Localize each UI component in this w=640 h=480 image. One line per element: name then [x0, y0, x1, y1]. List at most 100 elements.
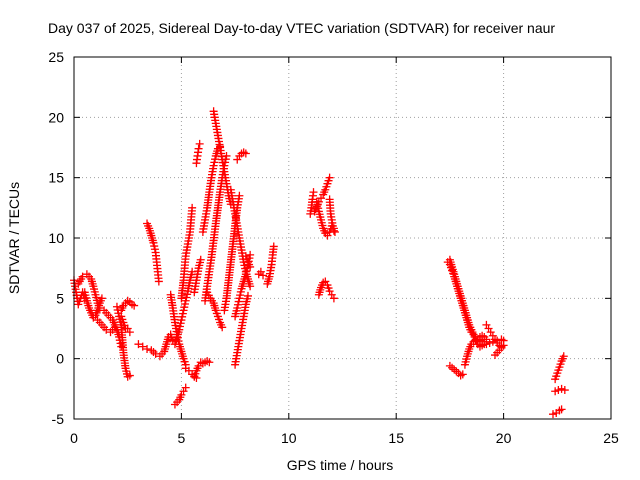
x-tick-label: 15 — [388, 430, 404, 446]
x-tick-label: 0 — [70, 430, 78, 446]
x-tick-label: 25 — [603, 430, 619, 446]
y-tick-label: 5 — [56, 290, 64, 306]
x-tick-label: 5 — [178, 430, 186, 446]
data-point — [471, 336, 480, 345]
series-arc-37 — [445, 361, 467, 380]
data-point — [448, 363, 457, 372]
data-point — [243, 291, 252, 300]
series-arc-3 — [80, 288, 106, 322]
series-arc-13 — [177, 203, 197, 303]
y-tick-label: 0 — [56, 351, 64, 367]
plot-frame — [73, 56, 612, 420]
data-point — [130, 301, 139, 310]
data-point — [218, 323, 227, 332]
data-point — [478, 331, 487, 340]
axis-ticks: 0 5 10 15 20 25 -5 0 5 10 15 20 25 — [48, 49, 619, 446]
series-arc-30 — [306, 188, 318, 218]
data-point — [181, 383, 190, 392]
data-point — [194, 144, 203, 153]
data-point — [330, 227, 339, 236]
data-point — [134, 340, 143, 349]
data-point — [246, 262, 255, 271]
data-point — [188, 203, 197, 212]
data-point — [329, 226, 338, 235]
y-tick-label: 25 — [48, 49, 64, 65]
series-arc-15 — [190, 255, 205, 297]
series-arc-26 — [233, 148, 250, 164]
series-arc-5 — [112, 302, 134, 381]
series-arc-28 — [254, 267, 268, 280]
y-tick-label: -5 — [52, 411, 65, 427]
data-point — [246, 282, 255, 291]
series-arc-38 — [460, 331, 491, 369]
data-point — [239, 148, 248, 157]
data-point — [143, 345, 152, 354]
y-tick-label: 20 — [48, 109, 64, 125]
data-point — [138, 342, 147, 351]
chart-title: Day 037 of 2025, Sidereal Day-to-day VTE… — [48, 20, 555, 36]
data-point — [205, 358, 214, 367]
series-arc-29 — [263, 242, 278, 288]
data-point — [246, 250, 255, 259]
data-point — [325, 173, 334, 182]
series-arc-32 — [312, 197, 339, 240]
data-point — [560, 386, 569, 395]
series-arc-34 — [314, 277, 338, 303]
series-arc-16 — [190, 357, 214, 381]
x-tick-label: 20 — [496, 430, 512, 446]
y-tick-label: 10 — [48, 230, 64, 246]
data-points — [70, 107, 569, 419]
data-point — [328, 221, 337, 230]
series-arc-22 — [220, 191, 244, 315]
data-point — [233, 155, 242, 164]
data-point — [486, 328, 495, 337]
series-arc-27 — [241, 252, 255, 271]
data-point — [445, 361, 454, 370]
y-tick-label: 15 — [48, 170, 64, 186]
data-point — [117, 342, 126, 351]
data-point — [147, 346, 156, 355]
data-point — [329, 294, 338, 303]
grid-lines — [74, 57, 611, 419]
data-point — [97, 294, 106, 303]
data-point — [482, 320, 491, 329]
data-point — [192, 373, 201, 382]
data-point — [195, 139, 204, 148]
series-arc-9 — [143, 219, 163, 286]
data-point — [484, 324, 493, 333]
series-arc-12 — [170, 383, 190, 409]
data-point — [125, 371, 134, 380]
data-point — [241, 149, 250, 158]
data-point — [309, 188, 318, 197]
series-arc-7 — [117, 312, 134, 337]
x-axis-title: GPS time / hours — [287, 457, 394, 473]
data-point — [559, 352, 568, 361]
series-arc-25 — [231, 291, 252, 369]
x-tick-label: 10 — [281, 430, 297, 446]
data-point — [259, 271, 268, 280]
series-arc-33 — [325, 195, 338, 235]
data-point — [196, 255, 205, 264]
data-point — [450, 365, 459, 374]
data-point — [488, 331, 497, 340]
series-arc-41 — [491, 343, 506, 360]
series-arc-17 — [192, 139, 204, 168]
data-point — [269, 242, 278, 251]
series-arc-6 — [117, 296, 139, 315]
series-arc-4 — [93, 316, 119, 337]
data-point — [557, 405, 566, 414]
data-point — [478, 341, 487, 350]
data-point — [458, 370, 467, 379]
series-arc-44 — [549, 405, 566, 419]
series-arc-42 — [551, 352, 568, 384]
data-point — [235, 191, 244, 200]
y-axis-title: SDTVAR / TECUs — [6, 182, 22, 294]
data-point — [125, 328, 134, 337]
data-point — [154, 277, 163, 286]
data-point — [497, 343, 506, 352]
series-arc-18 — [198, 142, 225, 236]
series-arc-8 — [134, 332, 173, 361]
series-arc-20 — [203, 288, 227, 332]
